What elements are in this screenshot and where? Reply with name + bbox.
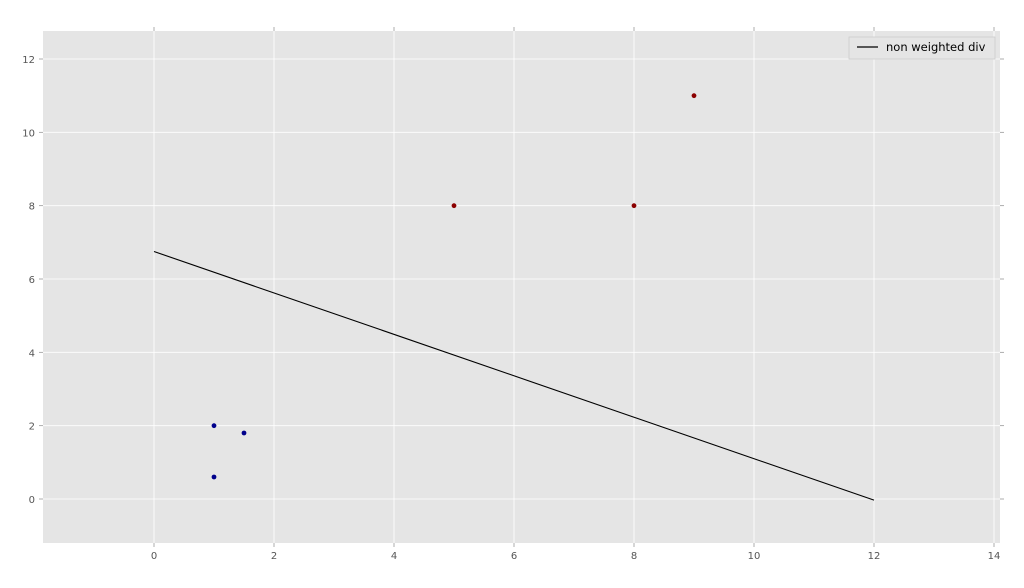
data-point [691, 93, 697, 99]
x-tick-label: 8 [631, 551, 637, 562]
y-tick-label: 2 [29, 422, 35, 433]
legend-box [848, 36, 996, 60]
y-tick-label: 4 [29, 348, 35, 359]
data-point [211, 423, 217, 429]
data-point [451, 203, 457, 209]
y-tick-label: 10 [22, 128, 35, 139]
data-point [241, 430, 247, 436]
plot-area [43, 31, 1000, 543]
data-point [631, 203, 637, 209]
data-point [211, 474, 217, 480]
x-tick-label: 12 [868, 551, 881, 562]
series-line [153, 250, 875, 501]
y-tick-label: 8 [29, 202, 35, 213]
x-tick-label: 14 [988, 551, 1001, 562]
x-tick-label: 0 [151, 551, 157, 562]
x-tick-label: 6 [511, 551, 517, 562]
x-tick-label: 4 [391, 551, 397, 562]
x-tick-label: 10 [748, 551, 761, 562]
y-tick-label: 12 [22, 55, 35, 66]
legend: non weighted div [848, 36, 996, 60]
y-tick-label: 6 [29, 275, 35, 286]
y-tick-label: 0 [29, 495, 35, 506]
x-tick-label: 2 [271, 551, 277, 562]
legend-label: non weighted div [886, 40, 986, 54]
